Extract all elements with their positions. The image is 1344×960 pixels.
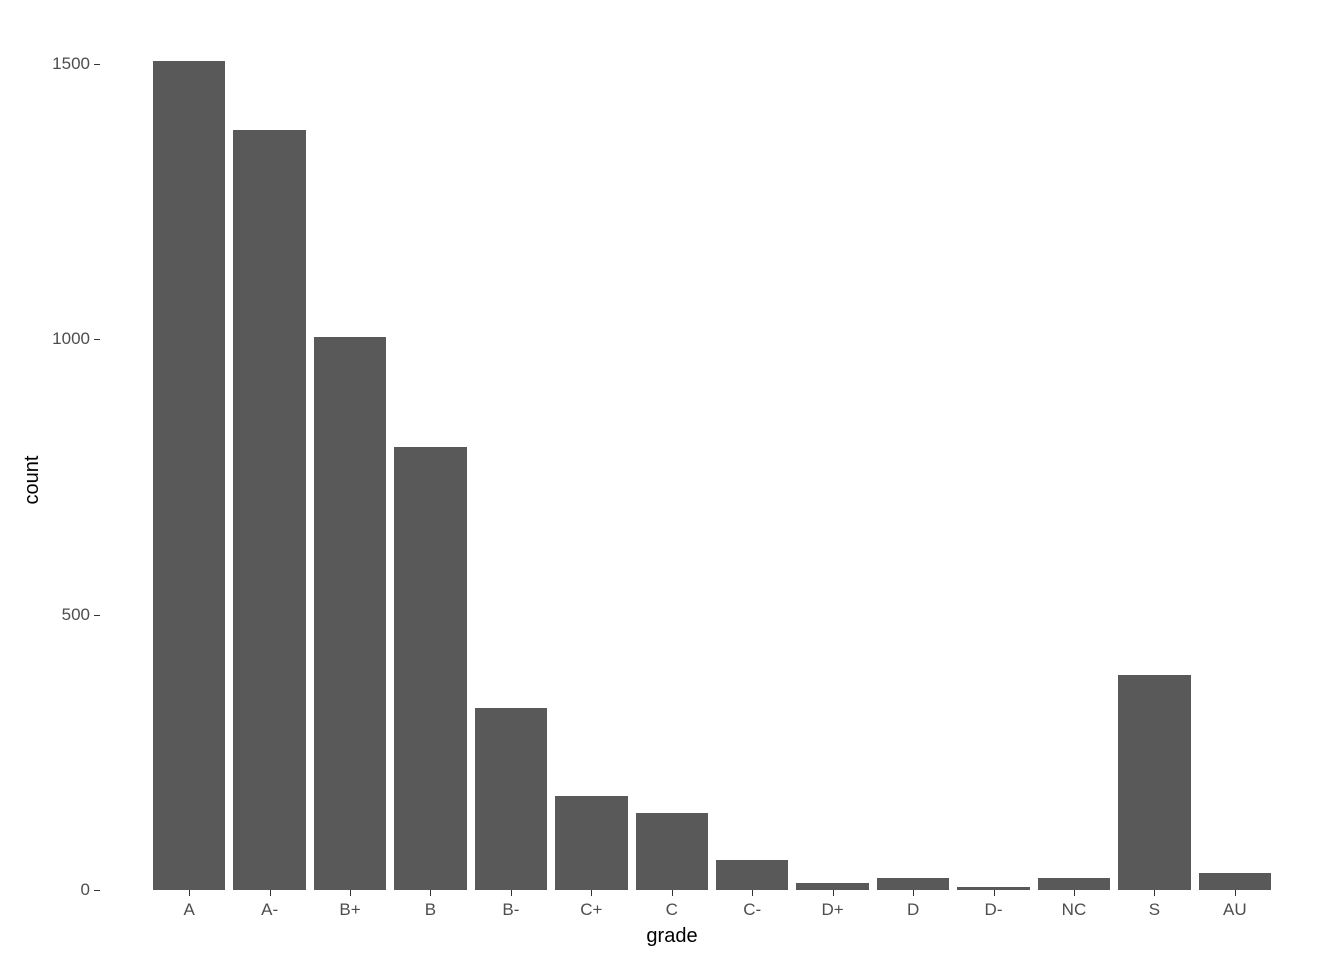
y-tick — [94, 615, 100, 616]
bar — [475, 708, 547, 890]
plot-area: 050010001500AA-B+BB-C+CC-D+DD-NCSAU — [100, 20, 1324, 890]
x-tick — [994, 890, 995, 896]
x-tick — [350, 890, 351, 896]
x-tick — [511, 890, 512, 896]
x-axis-label: grade — [646, 925, 697, 948]
x-tick-label: B — [425, 900, 436, 920]
bar — [555, 796, 627, 890]
bar — [1118, 675, 1190, 890]
x-tick-label: D — [907, 900, 919, 920]
y-tick-label: 1500 — [52, 54, 90, 74]
bar — [233, 130, 305, 890]
x-tick — [913, 890, 914, 896]
bar — [716, 860, 788, 890]
bar — [1038, 878, 1110, 890]
x-tick — [1235, 890, 1236, 896]
y-tick-label: 1000 — [52, 329, 90, 349]
x-tick-label: D+ — [822, 900, 844, 920]
bar — [1199, 873, 1271, 890]
x-tick-label: A — [184, 900, 195, 920]
y-tick-label: 500 — [62, 605, 90, 625]
x-tick-label: B+ — [339, 900, 360, 920]
x-tick-label: S — [1149, 900, 1160, 920]
grade-count-bar-chart: count grade 050010001500AA-B+BB-C+CC-D+D… — [0, 0, 1344, 960]
x-tick-label: NC — [1062, 900, 1087, 920]
x-tick-label: C — [666, 900, 678, 920]
y-tick — [94, 339, 100, 340]
x-tick-label: C- — [743, 900, 761, 920]
x-tick — [430, 890, 431, 896]
x-tick — [1074, 890, 1075, 896]
y-tick-label: 0 — [81, 880, 90, 900]
bar — [796, 883, 868, 890]
x-tick — [833, 890, 834, 896]
x-tick-label: C+ — [580, 900, 602, 920]
bar — [394, 447, 466, 890]
x-tick-label: AU — [1223, 900, 1247, 920]
bar — [957, 887, 1029, 890]
x-tick — [591, 890, 592, 896]
y-tick — [94, 64, 100, 65]
x-tick — [752, 890, 753, 896]
x-tick-label: B- — [502, 900, 519, 920]
x-tick — [270, 890, 271, 896]
x-tick — [1154, 890, 1155, 896]
y-tick — [94, 890, 100, 891]
x-tick — [189, 890, 190, 896]
bar — [877, 878, 949, 890]
y-axis-label: count — [21, 456, 44, 505]
x-tick-label: A- — [261, 900, 278, 920]
x-tick-label: D- — [985, 900, 1003, 920]
bar — [636, 813, 708, 890]
bar — [314, 337, 386, 890]
bar — [153, 61, 225, 890]
x-tick — [672, 890, 673, 896]
